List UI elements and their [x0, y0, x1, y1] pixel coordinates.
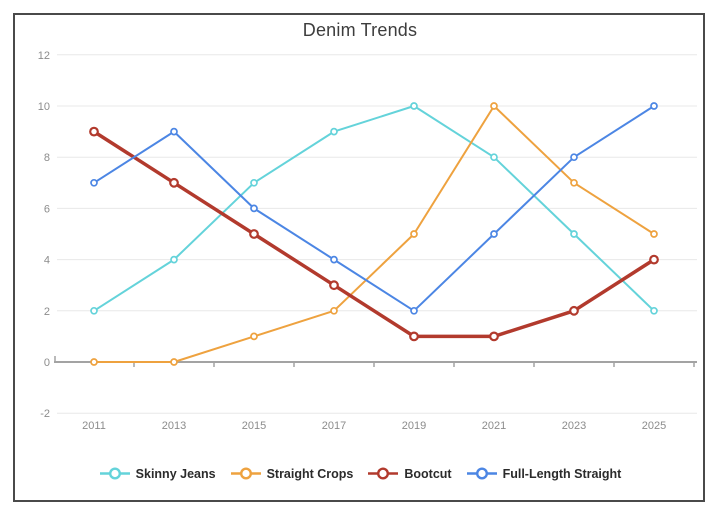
- legend-item-skinny-jeans[interactable]: Skinny Jeans: [99, 466, 216, 481]
- data-point-bootcut: [649, 254, 659, 265]
- data-point-full-length-straight: [570, 153, 578, 162]
- y-axis-labels: 12 10 8 6 4 2 0 -2: [38, 50, 50, 420]
- data-point-bootcut: [569, 305, 579, 316]
- data-point-straight-crops: [170, 358, 178, 366]
- data-point-straight-crops: [90, 358, 98, 366]
- x-tick-label: 2021: [482, 420, 506, 432]
- data-point-full-length-straight: [650, 102, 658, 110]
- legend-marker-icon: [230, 467, 261, 480]
- chart-title: Denim Trends: [302, 20, 418, 40]
- legend-item-straight-crops[interactable]: Straight Crops: [230, 466, 354, 481]
- data-point-bootcut: [249, 229, 259, 239]
- data-point-skinny-jeans: [650, 306, 658, 315]
- data-point-straight-crops: [490, 102, 498, 110]
- legend-label: Full-Length Straight: [502, 466, 622, 481]
- data-point-full-length-straight: [90, 178, 98, 187]
- series-full-length-straight: [90, 102, 658, 315]
- y-tick-label: 8: [44, 152, 50, 164]
- x-axis-labels: 2011 2013 2015 2017 2019 2021 2023 2025: [82, 420, 666, 432]
- series-bootcut: [89, 126, 659, 342]
- grid-lines: [57, 54, 697, 414]
- data-point-skinny-jeans: [330, 127, 338, 136]
- data-point-straight-crops: [250, 332, 258, 341]
- data-point-full-length-straight: [170, 127, 178, 136]
- data-point-skinny-jeans: [250, 178, 258, 187]
- x-tick-label: 2013: [162, 420, 186, 432]
- x-tick-label: 2025: [642, 420, 666, 432]
- data-point-full-length-straight: [330, 255, 338, 264]
- legend-item-bootcut[interactable]: Bootcut: [367, 466, 452, 481]
- legend-label: Straight Crops: [266, 466, 354, 481]
- y-tick-label: 2: [44, 306, 50, 318]
- data-point-bootcut: [489, 331, 499, 342]
- data-point-skinny-jeans: [170, 255, 178, 264]
- chart-legend: Skinny Jeans Straight Crops Bootcut Full-Le…: [0, 466, 720, 481]
- y-tick-label: -2: [40, 408, 50, 420]
- legend-marker-icon: [99, 467, 130, 480]
- data-point-skinny-jeans: [410, 102, 418, 110]
- data-point-straight-crops: [650, 230, 658, 238]
- legend-marker-icon: [368, 467, 399, 480]
- data-point-skinny-jeans: [490, 153, 498, 162]
- x-tick-label: 2015: [242, 420, 266, 432]
- data-point-bootcut: [89, 126, 99, 137]
- x-tick-label: 2017: [322, 420, 346, 432]
- data-point-full-length-straight: [410, 306, 418, 315]
- chart-frame: [13, 13, 705, 502]
- data-point-bootcut: [409, 331, 419, 342]
- legend-item-full-length-straight[interactable]: Full-Length Straight: [466, 466, 622, 481]
- data-point-bootcut: [169, 177, 179, 188]
- y-tick-label: 12: [38, 50, 50, 62]
- data-point-skinny-jeans: [570, 230, 578, 238]
- legend-marker-icon: [466, 467, 497, 480]
- x-tick-label: 2023: [562, 420, 586, 432]
- y-tick-label: 6: [44, 203, 50, 215]
- series-skinny-jeans: [90, 102, 658, 315]
- legend-label: Bootcut: [404, 466, 452, 481]
- data-point-straight-crops: [570, 178, 578, 187]
- x-tick-label: 2019: [402, 420, 426, 432]
- data-point-straight-crops: [330, 306, 338, 315]
- data-point-bootcut: [329, 280, 339, 291]
- data-point-skinny-jeans: [90, 306, 98, 315]
- legend-label: Skinny Jeans: [135, 466, 216, 481]
- x-tick-label: 2011: [82, 420, 106, 432]
- data-point-straight-crops: [410, 230, 418, 238]
- y-tick-label: 0: [44, 357, 50, 369]
- y-tick-label: 4: [44, 255, 50, 267]
- data-point-full-length-straight: [250, 204, 258, 213]
- data-point-full-length-straight: [490, 230, 498, 238]
- y-tick-label: 10: [38, 101, 50, 113]
